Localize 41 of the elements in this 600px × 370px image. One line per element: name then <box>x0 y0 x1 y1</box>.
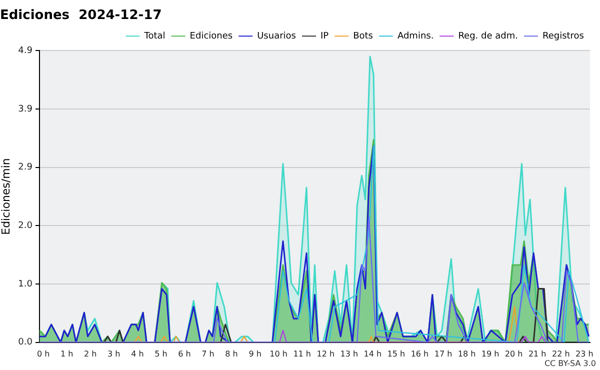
legend-label: Total <box>143 31 166 42</box>
y-tick-label: 4.9 <box>18 46 33 56</box>
x-tick-label: 17 h <box>434 349 452 358</box>
chart-title: Ediciones 2024-12-17 <box>0 8 162 24</box>
x-tick-label: 8 h <box>225 349 238 358</box>
x-tick-label: 7 h <box>202 349 214 358</box>
x-tick-label: 18 h <box>458 349 476 358</box>
legend-label: Ediciones <box>190 31 233 42</box>
x-tick-label: 0 h <box>36 349 50 358</box>
x-tick-label: 14 h <box>364 349 382 358</box>
x-tick-label: 1 h <box>60 349 74 358</box>
x-tick-label: 10 h <box>270 349 288 358</box>
x-tick-label: 13 h <box>340 349 358 358</box>
legend-label: Reg. de adm. <box>458 31 518 42</box>
x-tick-label: 21 h <box>528 349 546 358</box>
y-axis-title: Ediciones/min <box>0 158 12 235</box>
x-tick-label: 20 h <box>504 349 523 358</box>
x-tick-label: 12 h <box>316 349 335 358</box>
y-tick-label: 3.9 <box>18 104 33 114</box>
x-tick-label: 11 h <box>293 349 311 358</box>
x-tick-label: 2 h <box>84 349 97 358</box>
x-tick-label: 23 h <box>576 349 594 358</box>
x-tick-label: 5 h <box>154 349 168 358</box>
x-tick-label: 6 h <box>178 349 191 358</box>
y-tick-label: 0.0 <box>18 338 33 348</box>
y-tick-label: 2.0 <box>18 221 33 232</box>
x-tick-label: 3 h <box>108 349 120 358</box>
x-tick-label: 15 h <box>387 349 406 358</box>
x-tick-label: 9 h <box>248 349 262 358</box>
text: CC BY-SA 3.0 <box>544 359 596 368</box>
x-tick-label: 19 h <box>481 349 500 358</box>
legend-label: Registros <box>542 31 584 42</box>
legend-label: Admins. <box>397 31 434 42</box>
y-tick-label: 1.0 <box>18 279 33 290</box>
legend-label: IP <box>320 31 330 42</box>
x-tick-label: 16 h <box>410 349 429 358</box>
legend-label: Bots <box>353 31 374 42</box>
x-tick-label: 4 h <box>131 349 144 358</box>
legend-label: Usuarios <box>257 31 296 42</box>
y-tick-label: 2.9 <box>18 162 33 173</box>
x-tick-label: 22 h <box>552 349 570 358</box>
